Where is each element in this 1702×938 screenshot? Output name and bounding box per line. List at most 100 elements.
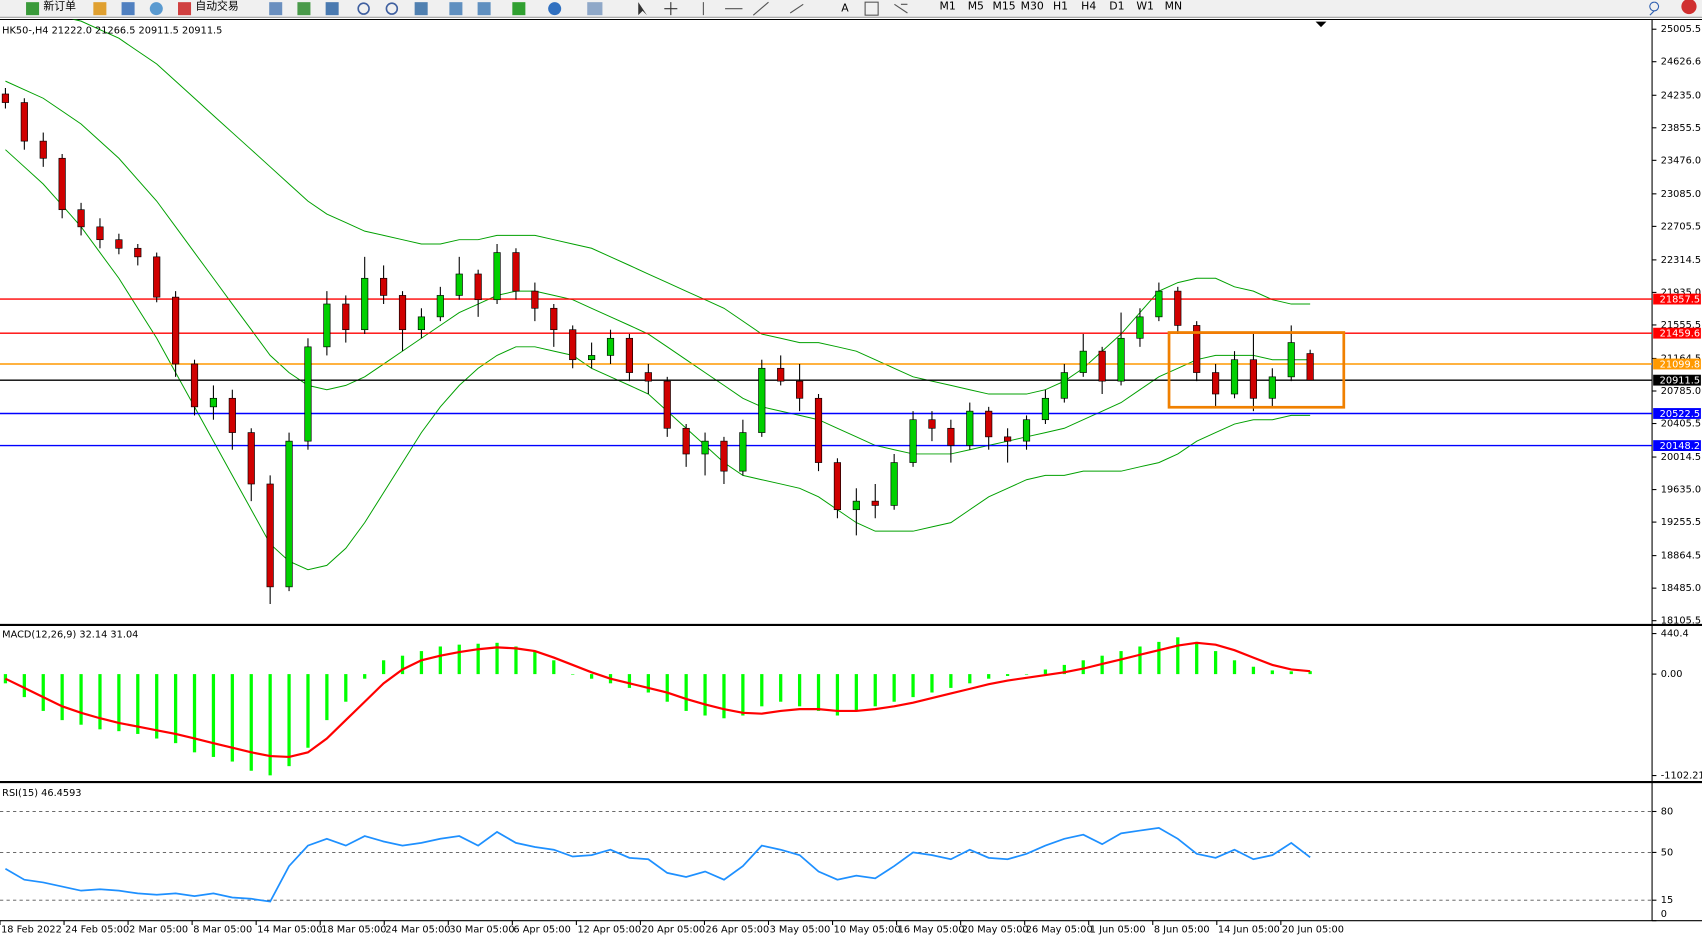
macd-bar [1043,669,1048,675]
timeframe-button[interactable]: H1 [1053,0,1068,12]
candle-body [1249,359,1258,399]
macd-bar [476,643,480,675]
macd-bar [1138,646,1142,675]
x-tick-label: 26 Apr 05:00 [706,924,770,935]
candle-body [928,419,936,429]
candle-body [58,157,66,211]
candle-body [644,372,652,382]
candle-body [871,500,879,506]
x-tick-label: 16 May 05:00 [898,924,965,935]
range-box [1167,331,1346,409]
periods-icon[interactable] [548,2,562,16]
notification-icon[interactable] [1681,0,1697,15]
candle-body [1287,342,1295,378]
macd-bar [98,674,102,730]
x-tick-label: 20 Apr 05:00 [642,924,706,935]
rsi-y-tick-label: 80 [1661,806,1673,817]
candle-body [398,295,407,331]
new-order-button[interactable]: 新订单 [43,0,76,12]
autotrade-icon[interactable] [178,2,192,16]
price-level-label: 21459.6 [1660,329,1700,340]
timeframe-button[interactable]: W1 [1136,0,1154,12]
line-tools[interactable] [702,1,804,16]
timeframe-button[interactable]: MN [1165,0,1182,12]
candle-body [77,209,85,228]
x-tick-label: 18 Mar 05:00 [321,924,386,935]
toolbar-icon[interactable] [121,2,135,16]
y-tick-label: 20785.0 [1661,386,1701,397]
candle-body [342,303,350,331]
candle-body [228,397,236,433]
bollinger-upper [71,19,1311,395]
macd-bar [249,674,253,771]
price-level-tag [1653,408,1701,419]
zoom-in-icon[interactable] [357,2,370,15]
y-tick-label: 22705.5 [1661,221,1701,232]
rsi-y-tick-label: 0 [1661,909,1667,920]
macd-bar [79,674,83,725]
y-tick-label: 21555.5 [1661,320,1701,331]
indicators-icon[interactable] [512,2,526,16]
text-tool[interactable]: A [841,2,849,15]
chart-type-icon[interactable] [297,2,311,16]
autotrade-button[interactable]: 自动交易 [195,0,238,12]
candle-body [814,397,823,463]
macd-bar [1119,651,1123,675]
price-level-label: 21099.8 [1660,360,1700,371]
candle-body [1117,337,1125,382]
candle-body [361,277,369,331]
macd-bar [703,674,707,716]
timeframe-button[interactable]: D1 [1109,0,1124,12]
price-level-tag [1653,374,1701,386]
timeframe-button[interactable]: M5 [968,0,984,12]
y-tick-label: 18864.5 [1661,551,1701,562]
macd-bar [381,660,386,675]
macd-bar [1232,660,1237,675]
label-tool[interactable] [864,1,879,16]
toolbar-icon[interactable] [149,2,163,16]
y-tick-label: 19255.5 [1661,517,1701,528]
macd-signal [4,641,1311,758]
templates-icon[interactable] [587,2,603,16]
candle-body [493,252,501,301]
macd-bar [1081,660,1085,675]
toolbar-icon[interactable] [93,2,107,16]
candle-body [134,247,142,258]
candle-body [1174,290,1182,326]
arrow-tool[interactable] [894,3,908,14]
candle-body [701,440,709,455]
tile-icon[interactable] [414,2,428,16]
x-tick-label: 2 Mar 05:00 [129,924,188,935]
zoom-out-icon[interactable] [385,2,399,15]
crosshair-icon[interactable] [664,2,678,16]
macd-bar [1024,674,1029,675]
candle-body [890,462,898,506]
y-tick-label: 21935.0 [1661,287,1701,298]
y-tick-label: 20014.5 [1661,452,1701,463]
timeframe-button[interactable]: M30 [1021,0,1044,12]
rsi-y-tick-label: 15 [1661,895,1673,906]
macd-bar [797,674,802,707]
new-order-icon[interactable] [26,2,40,16]
search-icon[interactable] [1649,1,1660,16]
candle-body [985,410,993,438]
candle-body [569,329,577,361]
timeframe-button[interactable]: H4 [1081,0,1096,12]
macd-bar [968,674,972,684]
scroll-icon[interactable] [449,2,463,16]
y-tick-label: 18105.5 [1661,616,1701,627]
macd-bar [438,646,442,675]
bollinger-middle [5,80,1311,455]
candle-body [304,346,312,442]
y-tick-label: 23855.5 [1661,123,1701,134]
chart-type-icon[interactable] [269,2,283,16]
timeframe-button[interactable]: M1 [939,0,955,12]
chart-type-icon[interactable] [325,2,339,16]
shift-icon[interactable] [477,2,491,16]
candle-body [474,273,482,301]
macd-bar [722,674,726,719]
timeframe-button[interactable]: M15 [992,0,1015,12]
candle-body [682,427,690,455]
x-tick-label: 30 Mar 05:00 [449,924,514,935]
